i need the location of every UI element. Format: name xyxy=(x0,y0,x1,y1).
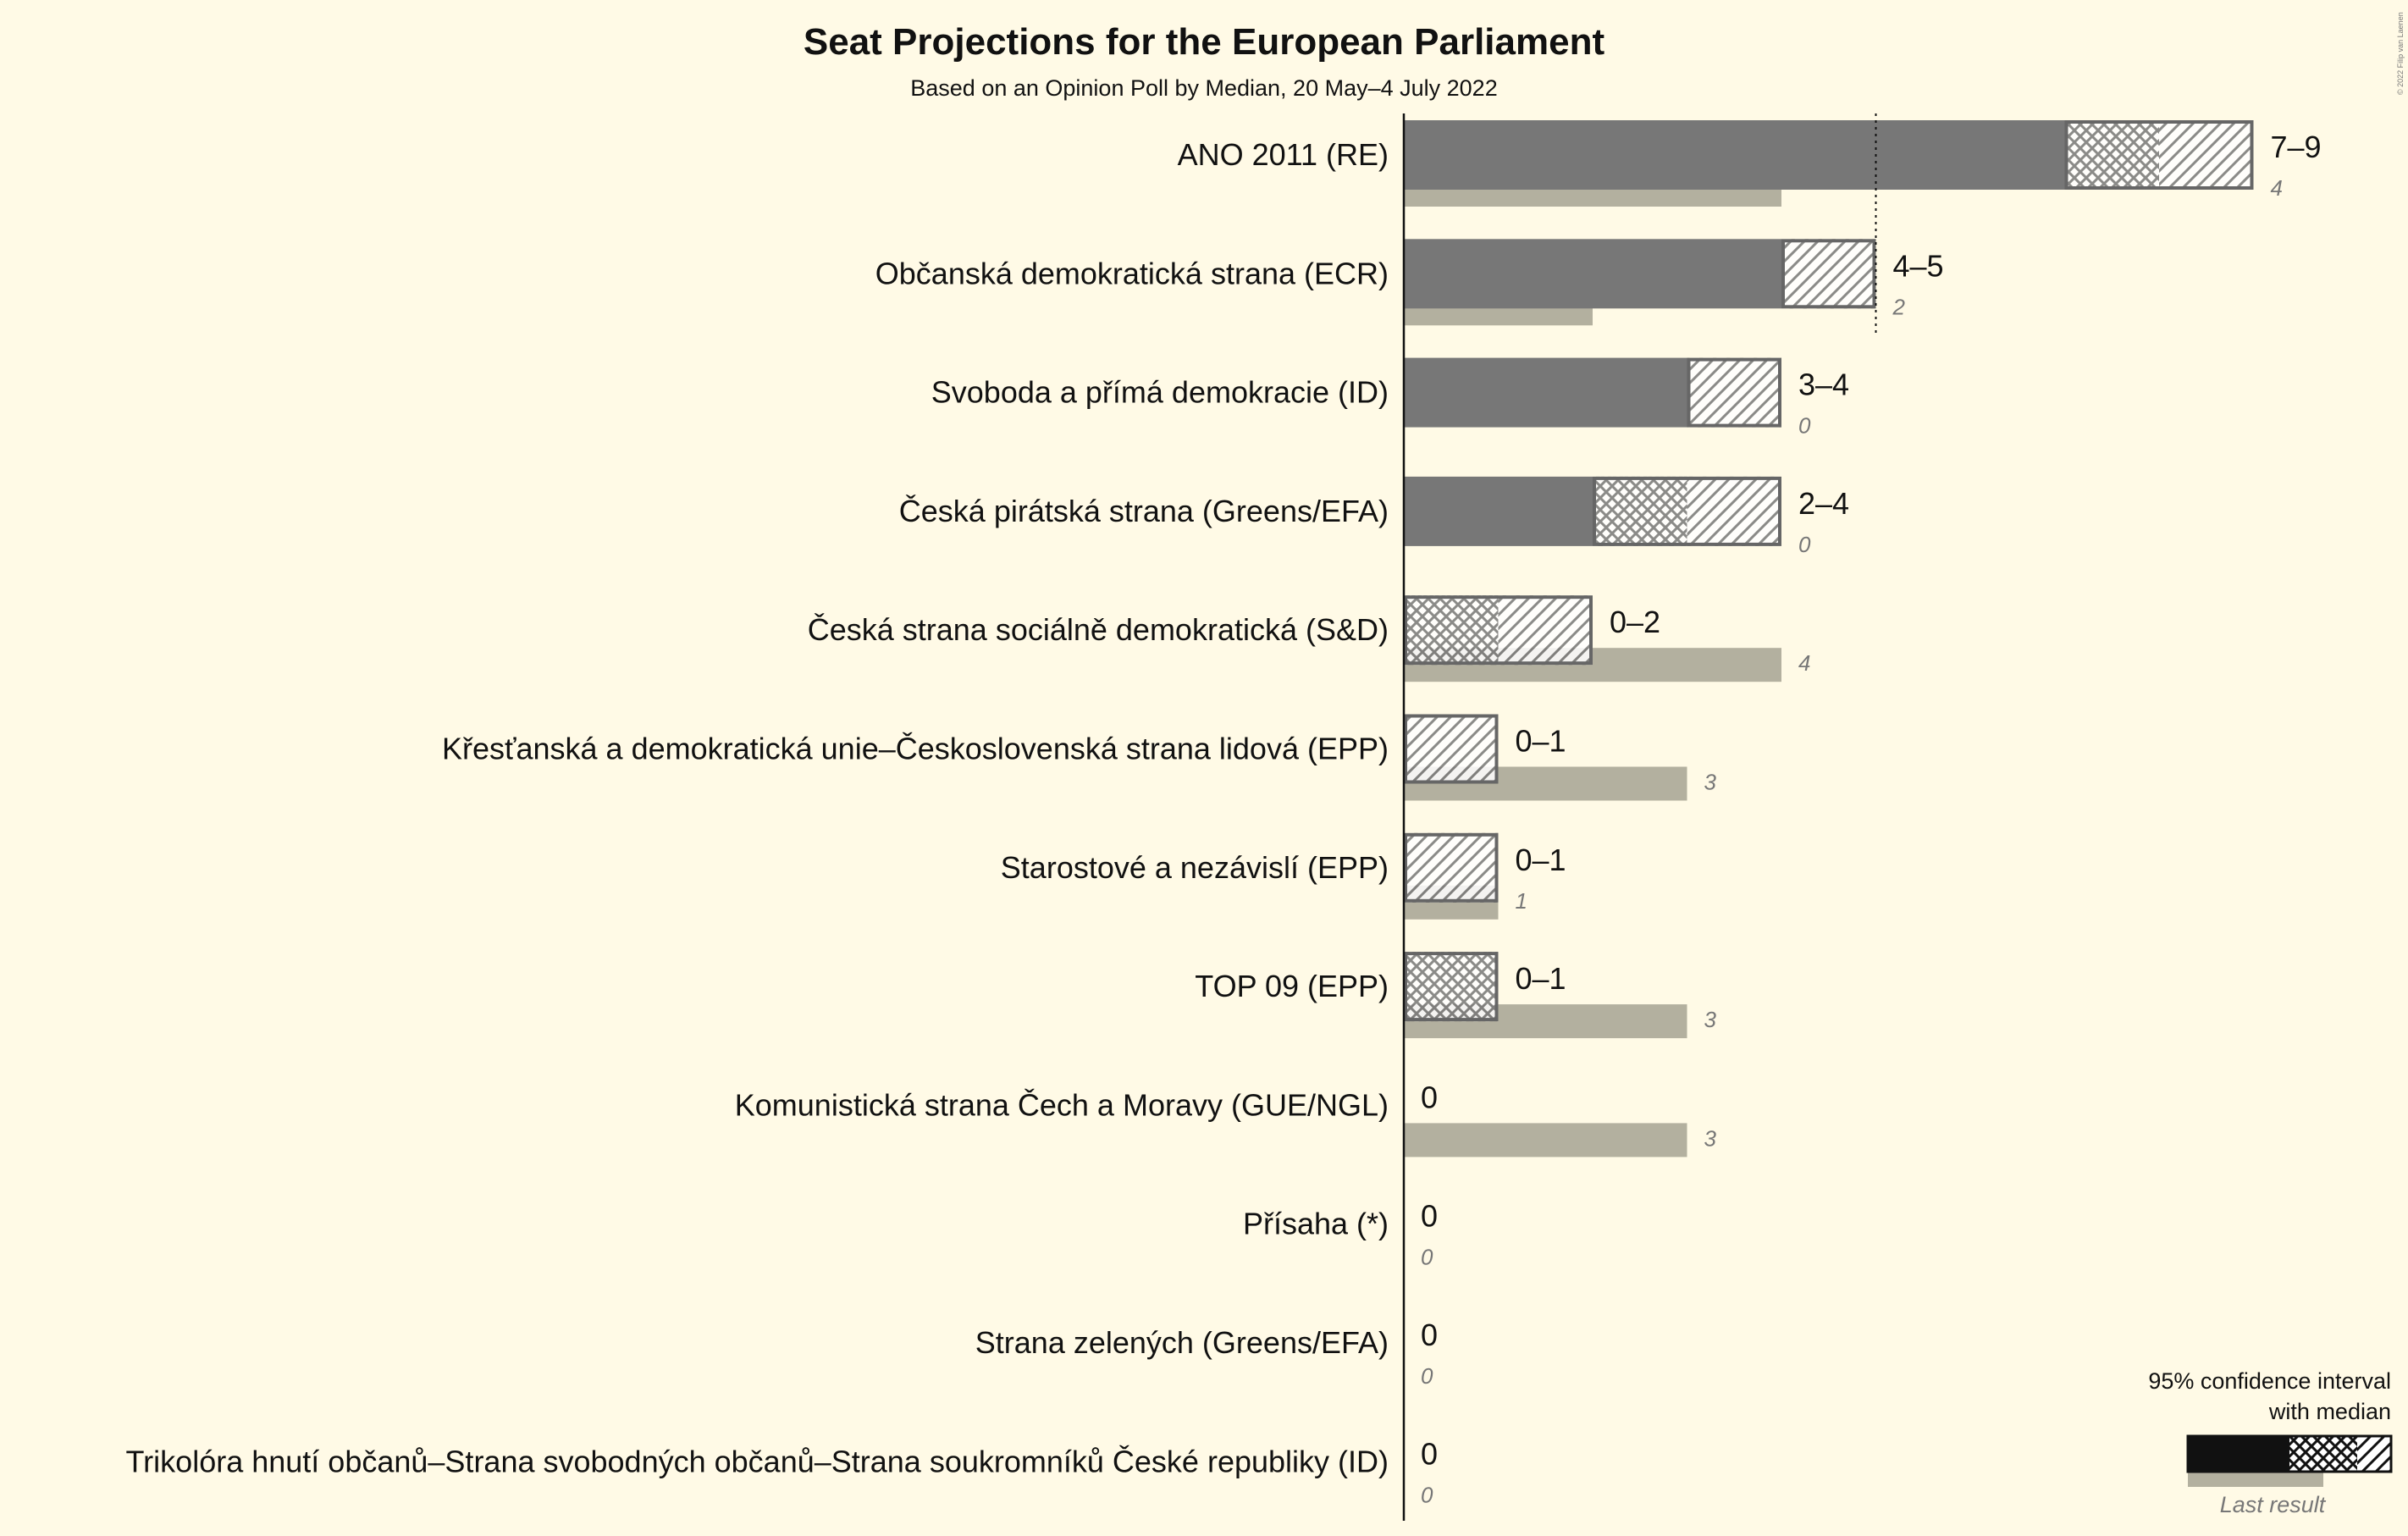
legend-last-swatch xyxy=(2188,1472,2323,1487)
range-label: 4–5 xyxy=(1893,248,1944,283)
last-result-label: 0 xyxy=(1421,1245,1433,1270)
ci-upper-hatch xyxy=(1687,476,1781,546)
legend-diag-swatch xyxy=(2357,1436,2391,1472)
party-label: Křesťanská a demokratická unie–Českoslov… xyxy=(442,732,1389,766)
range-label: 3–4 xyxy=(1798,367,1849,402)
ci-lower-hatch xyxy=(1593,476,1687,546)
last-result-label: 1 xyxy=(1516,888,1527,914)
range-label: 0 xyxy=(1421,1318,1438,1352)
ci-upper-hatch xyxy=(1404,832,1499,903)
legend-outline xyxy=(2186,1434,2393,1473)
legend-solid-swatch xyxy=(2188,1436,2289,1472)
party-label: Česká strana sociálně demokratická (S&D) xyxy=(808,612,1389,647)
last-result-label: 4 xyxy=(1798,650,1810,676)
ci-outline xyxy=(1404,714,1499,784)
last-result-label: 3 xyxy=(1704,1007,1717,1032)
range-label: 2–4 xyxy=(1798,486,1849,521)
ci-upper-hatch xyxy=(1498,595,1593,666)
bars-layer xyxy=(1404,120,2254,1158)
legend-title-line2: with median xyxy=(2268,1399,2391,1424)
ci-solid-bar xyxy=(1404,120,2065,190)
last-result-bar xyxy=(1404,1123,1687,1158)
ci-lower-hatch xyxy=(1404,952,1499,1022)
ci-outline xyxy=(1404,952,1499,1022)
last-result-label: 4 xyxy=(2271,175,2283,201)
ci-upper-hatch xyxy=(1781,239,1876,309)
party-label: Strana zelených (Greens/EFA) xyxy=(975,1325,1389,1360)
ci-outline xyxy=(1404,832,1499,903)
range-label: 7–9 xyxy=(2271,130,2322,164)
last-result-label: 2 xyxy=(1892,294,1906,319)
last-result-label: 3 xyxy=(1704,770,1717,795)
range-label: 0 xyxy=(1421,1436,1438,1471)
party-label: Starostové a nezávislí (EPP) xyxy=(1001,850,1389,885)
labels-layer: ANO 2011 (RE) 7–9 4 Občanská demokratická s… xyxy=(126,130,2322,1507)
ci-solid-bar xyxy=(1404,239,1781,309)
ci-outline xyxy=(1404,595,1593,666)
ci-upper-hatch xyxy=(2159,120,2254,190)
range-label: 0 xyxy=(1421,1080,1438,1114)
chart-subtitle: Based on an Opinion Poll by Median, 20 M… xyxy=(910,75,1497,101)
legend-cross-swatch xyxy=(2289,1436,2357,1472)
party-label: TOP 09 (EPP) xyxy=(1195,969,1389,1003)
party-label: Svoboda a přímá demokracie (ID) xyxy=(931,375,1389,410)
range-label: 0–1 xyxy=(1516,961,1566,996)
last-result-label: 0 xyxy=(1421,1363,1433,1389)
ci-outline xyxy=(1593,476,1781,546)
ci-lower-hatch xyxy=(2064,120,2159,190)
chart-title: Seat Projections for the European Parlia… xyxy=(804,21,1605,63)
last-result-label: 3 xyxy=(1704,1125,1717,1151)
party-label: Přísaha (*) xyxy=(1243,1207,1389,1241)
legend-last-result-label: Last result xyxy=(2220,1492,2327,1517)
ci-upper-hatch xyxy=(1404,714,1499,784)
party-label: Komunistická strana Čech a Moravy (GUE/N… xyxy=(735,1087,1389,1122)
ci-outline xyxy=(1781,239,1876,309)
party-label: Trikolóra hnutí občanů–Strana svobodných… xyxy=(126,1444,1389,1478)
legend: 95% confidence interval with median Last… xyxy=(2148,1368,2393,1517)
ci-outline xyxy=(2064,120,2254,190)
party-label: Občanská demokratická strana (ECR) xyxy=(875,256,1389,290)
range-label: 0–1 xyxy=(1516,724,1566,759)
party-label: Česká pirátská strana (Greens/EFA) xyxy=(899,494,1389,528)
range-label: 0–2 xyxy=(1610,605,1660,639)
last-result-label: 0 xyxy=(1798,532,1811,557)
last-result-label: 0 xyxy=(1798,413,1811,439)
legend-title-line1: 95% confidence interval xyxy=(2148,1368,2391,1394)
ci-lower-hatch xyxy=(1404,595,1499,666)
copyright-text: © 2022 Filip van Laenen xyxy=(2396,12,2405,95)
ci-upper-hatch xyxy=(1687,357,1781,428)
ci-outline xyxy=(1687,357,1781,428)
party-label: ANO 2011 (RE) xyxy=(1178,137,1389,172)
range-label: 0–1 xyxy=(1516,843,1566,877)
ci-solid-bar xyxy=(1404,476,1593,546)
range-label: 0 xyxy=(1421,1199,1438,1234)
last-result-label: 0 xyxy=(1421,1482,1433,1507)
ci-solid-bar xyxy=(1404,357,1687,428)
